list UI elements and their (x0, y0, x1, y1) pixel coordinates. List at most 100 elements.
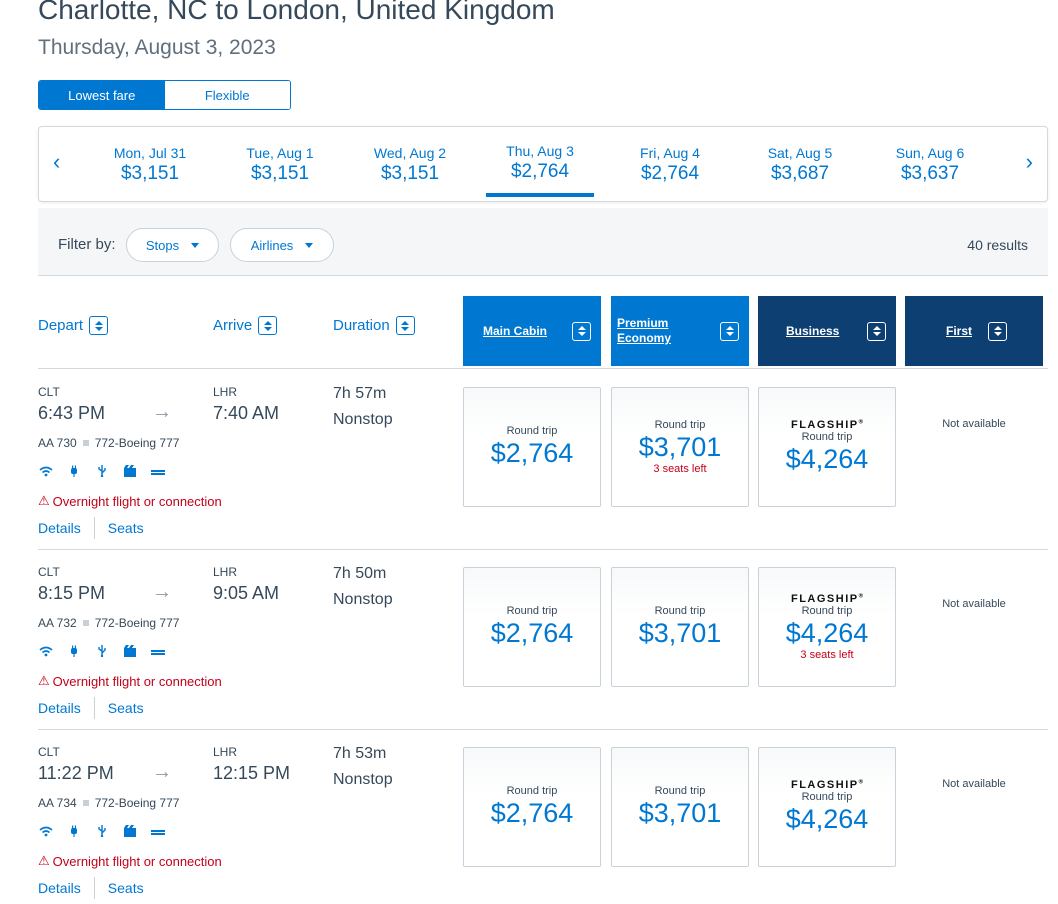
business-fare[interactable]: FLAGSHIP® Round trip $4,264 (758, 747, 896, 867)
date-label: Fri, Aug 4 (640, 145, 700, 161)
date-option-selected[interactable]: Thu, Aug 3 $2,764 (475, 143, 605, 197)
usb-icon (98, 825, 106, 837)
main-cabin-fare[interactable]: Round trip $2,764 (463, 567, 601, 687)
first-header[interactable]: First (905, 296, 1043, 366)
results-count: 40 results (967, 237, 1028, 253)
round-trip-label: Round trip (801, 605, 853, 617)
details-link[interactable]: Details (38, 880, 81, 896)
date-label: Tue, Aug 1 (246, 145, 314, 161)
business-header[interactable]: Business (758, 296, 896, 366)
power-outlet-icon (71, 465, 77, 477)
warning-icon: ⚠ (38, 493, 50, 508)
stops-info: Nonstop (333, 771, 393, 788)
separator-icon (82, 440, 89, 446)
date-label: Wed, Aug 2 (373, 145, 447, 161)
premium-economy-fare[interactable]: Round trip $3,701 (611, 747, 749, 867)
overnight-text: Overnight flight or connection (52, 853, 222, 869)
seat-flat-icon (151, 650, 165, 655)
sort-icon (572, 321, 591, 341)
details-link[interactable]: Details (38, 700, 81, 716)
date-option[interactable]: Sat, Aug 5 $3,687 (735, 145, 865, 185)
date-navigation: ‹ Mon, Jul 31 $3,151 Tue, Aug 1 $3,151 Wed… (38, 126, 1048, 202)
seats-link[interactable]: Seats (107, 700, 144, 716)
warning-icon: ⚠ (38, 673, 50, 688)
filter-label: Filter by: (58, 236, 116, 253)
sort-duration[interactable]: Duration (333, 316, 415, 335)
divider (38, 368, 1048, 369)
flight-info: AA 734 772-Boeing 777 (38, 796, 179, 810)
date-option[interactable]: Tue, Aug 1 $3,151 (215, 145, 345, 185)
page-title: Charlotte, NC to London, United Kingdom (38, 0, 555, 25)
arrow-right-icon: → (152, 401, 172, 423)
date-option[interactable]: Mon, Jul 31 $3,151 (85, 145, 215, 185)
flagship-logo: FLAGSHIP® (791, 419, 863, 431)
fare-price: $4,264 (785, 444, 869, 474)
chevron-left-icon[interactable]: ‹ (53, 149, 61, 174)
business-fare[interactable]: FLAGSHIP® Round trip $4,264 3 seats left (758, 567, 896, 687)
sort-icon (258, 316, 278, 335)
premium-economy-header[interactable]: Premium Economy (611, 296, 749, 366)
round-trip-label: Round trip (654, 785, 706, 797)
sort-icon (720, 321, 739, 341)
lowest-fare-tab[interactable]: Lowest fare (39, 81, 165, 109)
main-cabin-header[interactable]: Main Cabin (463, 296, 601, 366)
flight-row: CLT 6:43 PM → LHR 7:40 AM 7h 57m Nonstop… (0, 369, 1058, 549)
aircraft-type: 772-Boeing 777 (94, 616, 180, 630)
wifi-icon (39, 646, 53, 657)
main-cabin-fare[interactable]: Round trip $2,764 (463, 387, 601, 507)
seats-link[interactable]: Seats (107, 520, 144, 536)
details-link[interactable]: Details (38, 520, 81, 536)
entertainment-icon (124, 465, 136, 477)
flagship-text: FLAGSHIP (790, 779, 859, 791)
flagship-logo: FLAGSHIP® (791, 593, 863, 605)
divider (38, 729, 1048, 730)
date-price: $2,764 (510, 161, 570, 182)
stops-filter[interactable]: Stops (126, 228, 219, 262)
date-option[interactable]: Sun, Aug 6 $3,637 (865, 145, 995, 185)
origin-airport: CLT (38, 565, 60, 579)
flight-links: Details Seats (38, 517, 144, 539)
overnight-warning: ⚠ Overnight flight or connection (38, 853, 222, 869)
date-price: $2,764 (640, 163, 700, 184)
chevron-down-icon (305, 242, 314, 248)
fare-price: $2,764 (490, 618, 574, 648)
date-option[interactable]: Wed, Aug 2 $3,151 (345, 145, 475, 185)
stops-filter-label: Stops (145, 237, 180, 253)
main-cabin-fare[interactable]: Round trip $2,764 (463, 747, 601, 867)
premium-economy-fare[interactable]: Round trip $3,701 3 seats left (611, 387, 749, 507)
amenities (38, 825, 166, 837)
airlines-filter[interactable]: Airlines (230, 228, 334, 262)
flexible-tab[interactable]: Flexible (164, 81, 290, 109)
sort-depart-label: Depart (38, 317, 84, 334)
premium-economy-fare[interactable]: Round trip $3,701 (611, 567, 749, 687)
date-option[interactable]: Fri, Aug 4 $2,764 (605, 145, 735, 185)
round-trip-label: Round trip (801, 791, 853, 803)
origin-airport: CLT (38, 745, 60, 759)
depart-time: 6:43 PM (38, 403, 106, 423)
date-price: $3,637 (900, 163, 960, 184)
seats-link[interactable]: Seats (107, 880, 144, 896)
date-label: Sun, Aug 6 (895, 145, 965, 161)
seats-left: 3 seats left (800, 649, 854, 661)
date-price: $3,151 (250, 163, 310, 184)
destination-airport: LHR (213, 745, 238, 759)
flight-info: AA 730 772-Boeing 777 (38, 436, 179, 450)
usb-icon (98, 645, 106, 657)
warning-icon: ⚠ (38, 853, 50, 868)
flight-number: AA 732 (38, 616, 77, 630)
arrive-time: 9:05 AM (213, 583, 280, 603)
fare-price: $4,264 (785, 618, 869, 648)
destination-airport: LHR (213, 385, 238, 399)
sort-depart[interactable]: Depart (38, 316, 109, 335)
flight-links: Details Seats (38, 697, 144, 719)
divider (93, 517, 95, 539)
entertainment-icon (124, 645, 136, 657)
business-fare[interactable]: FLAGSHIP® Round trip $4,264 (758, 387, 896, 507)
chevron-right-icon[interactable]: › (1025, 149, 1033, 174)
divider (93, 877, 95, 899)
first-not-available: Not available (942, 418, 1006, 430)
business-label: Business (786, 324, 840, 338)
seat-flat-icon (151, 470, 165, 475)
sort-arrive[interactable]: Arrive (213, 316, 278, 335)
date-price: $3,151 (120, 163, 180, 184)
